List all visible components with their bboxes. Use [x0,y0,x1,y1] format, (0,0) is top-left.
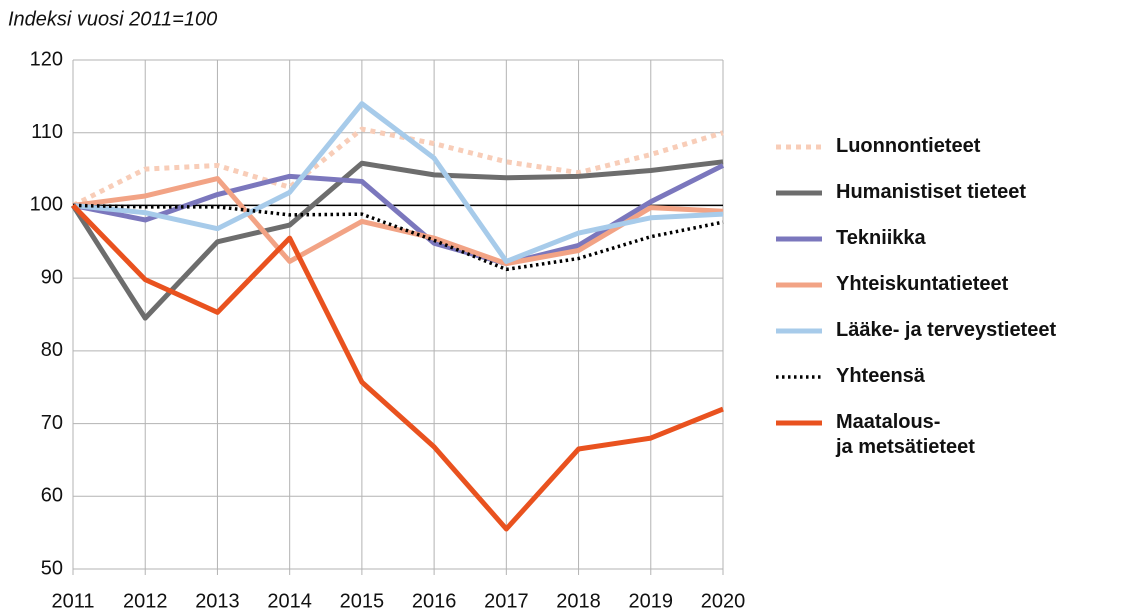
legend-line: Luonnontieteet [836,135,981,157]
data-line [70,159,724,321]
x-tick-label: 2020 [701,590,746,612]
legend-label: Yhteiskuntatieteet [836,273,1009,295]
data-line [71,203,724,532]
x-tick-label: 2016 [412,590,457,612]
x-tick-label: 2017 [484,590,529,612]
x-tick-label: 2014 [267,590,312,612]
chart-subtitle: Indeksi vuosi 2011=100 [8,8,217,30]
legend-label: Tekniikka [836,227,927,249]
y-tick-label: 70 [41,412,63,434]
legend-line: Maatalous- [836,411,940,433]
legend-label: Humanistiset tieteet [836,181,1026,203]
x-tick-label: 2011 [51,590,94,612]
data-line [72,101,724,264]
legend-line: Humanistiset tieteet [836,181,1026,203]
x-tick-label: 2018 [556,590,601,612]
y-tick-label: 120 [30,48,63,70]
legend-line: Yhteensä [836,365,926,387]
legend-label: Luonnontieteet [836,135,981,157]
y-tick-label: 60 [41,485,63,507]
legend-label: Lääke- ja terveystieteet [836,319,1056,341]
data-line [72,203,724,272]
legend-line: Lääke- ja terveystieteet [836,319,1056,341]
legend-line: Yhteiskuntatieteet [836,273,1009,295]
legend-line: ja metsätieteet [835,436,975,458]
legend-label: Maatalous-ja metsätieteet [835,411,975,458]
y-tick-label: 50 [41,557,63,579]
x-tick-label: 2013 [195,590,240,612]
legend-line: Tekniikka [836,227,927,249]
x-tick-label: 2019 [629,590,674,612]
x-tick-label: 2012 [123,590,168,612]
data-line [72,176,724,267]
x-tick-label: 2015 [340,590,385,612]
y-tick-label: 90 [41,266,63,288]
data-line [72,163,725,267]
y-tick-label: 80 [41,339,63,361]
legend-label: Yhteensä [836,365,926,387]
y-tick-label: 100 [30,194,63,216]
y-tick-label: 110 [31,121,63,143]
